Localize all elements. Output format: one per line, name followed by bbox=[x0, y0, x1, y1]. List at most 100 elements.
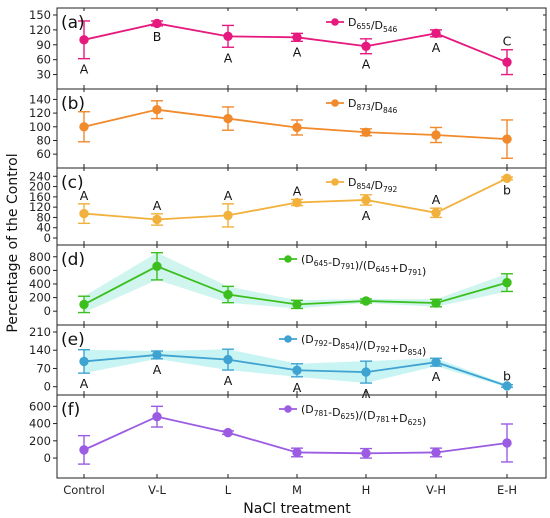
legend-entry: D655/D546 bbox=[348, 16, 398, 34]
x-tick-label: M bbox=[292, 483, 302, 497]
y-tick-label: 200 bbox=[29, 291, 51, 305]
y-tick-label: 0 bbox=[44, 231, 51, 245]
data-point bbox=[292, 299, 302, 310]
x-axis-title: NaCl treatment bbox=[243, 501, 351, 517]
data-point bbox=[431, 208, 441, 218]
panel-label: (e) bbox=[61, 330, 85, 350]
data-point bbox=[79, 208, 89, 219]
panel-4: 0 70 140 210 A A A A A A b (e) (D792-D854)/(D792+D85… bbox=[29, 324, 547, 401]
y-tick-label: 600 bbox=[29, 263, 51, 277]
y-tick-label: 140 bbox=[29, 92, 51, 106]
y-tick-label: 210 bbox=[29, 325, 51, 339]
y-tick-label: 150 bbox=[29, 8, 51, 22]
data-point bbox=[223, 113, 233, 124]
y-tick-label: 70 bbox=[36, 361, 51, 375]
legend-entry: D854/D792 bbox=[348, 176, 398, 194]
x-tick-label: V-H bbox=[426, 483, 446, 497]
data-point bbox=[361, 127, 371, 137]
y-tick-label: 120 bbox=[29, 106, 51, 120]
data-point bbox=[292, 122, 302, 133]
significance-letter: A bbox=[362, 208, 371, 223]
legend-marker bbox=[284, 255, 292, 263]
significance-letter: A bbox=[80, 62, 89, 77]
x-tick-label: E-H bbox=[497, 483, 517, 497]
y-tick-label: 200 bbox=[29, 434, 51, 448]
significance-letter: A bbox=[224, 373, 233, 388]
panel-5: 0 200 400 600 (f) (D781-D625)/(D781+D625) bbox=[29, 394, 547, 479]
panel-frame bbox=[56, 167, 547, 246]
data-point bbox=[223, 427, 233, 438]
panel-label: (f) bbox=[61, 400, 80, 420]
data-point bbox=[361, 195, 371, 205]
y-tick-label: 0 bbox=[44, 451, 51, 465]
data-point bbox=[431, 130, 441, 140]
significance-letter: A bbox=[224, 188, 233, 203]
y-tick-label: 0 bbox=[44, 380, 51, 394]
significance-letter: A bbox=[293, 44, 302, 59]
data-point bbox=[361, 448, 371, 459]
y-tick-label: 200 bbox=[29, 180, 51, 194]
data-point bbox=[79, 35, 89, 45]
significance-letter: A bbox=[153, 198, 162, 213]
legend-marker bbox=[331, 99, 339, 107]
significance-letter: A bbox=[362, 386, 371, 401]
significance-letter: A bbox=[293, 380, 302, 395]
data-point bbox=[152, 104, 162, 115]
significance-letter: A bbox=[80, 376, 89, 391]
y-tick-label: 80 bbox=[36, 133, 51, 147]
x-tick-label: Control bbox=[63, 483, 105, 497]
panel-label: (b) bbox=[61, 94, 85, 114]
legend-entry: (D781-D625)/(D781+D625) bbox=[301, 403, 426, 428]
y-tick-label: 90 bbox=[36, 38, 51, 52]
data-point bbox=[152, 18, 162, 29]
data-point bbox=[431, 447, 441, 458]
y-tick-label: 140 bbox=[29, 343, 51, 357]
x-tick-label: L bbox=[225, 483, 232, 497]
data-point bbox=[502, 173, 512, 184]
y-tick-label: 100 bbox=[29, 120, 51, 134]
significance-letter: A bbox=[432, 369, 441, 384]
data-point bbox=[292, 447, 302, 458]
data-point bbox=[223, 210, 233, 221]
y-axis-title: Percentage of the Control bbox=[5, 153, 21, 332]
significance-letter: A bbox=[224, 50, 233, 65]
y-tick-label: 800 bbox=[29, 250, 51, 264]
significance-letter: A bbox=[80, 188, 89, 203]
data-point bbox=[223, 354, 233, 365]
significance-letter: b bbox=[503, 183, 511, 198]
y-tick-label: 60 bbox=[36, 53, 51, 67]
significance-letter: A bbox=[432, 40, 441, 55]
y-tick-label: 400 bbox=[29, 277, 51, 291]
y-tick-label: 0 bbox=[44, 304, 51, 318]
data-point bbox=[152, 411, 162, 422]
data-point bbox=[292, 32, 302, 43]
panel-label: (a) bbox=[61, 13, 85, 33]
y-tick-label: 400 bbox=[29, 417, 51, 431]
significance-letter: A bbox=[153, 362, 162, 377]
data-point bbox=[223, 31, 233, 42]
panel-frame bbox=[56, 394, 547, 479]
data-point bbox=[292, 365, 302, 375]
legend-marker bbox=[331, 18, 339, 26]
legend-marker bbox=[284, 405, 292, 413]
y-tick-label: 120 bbox=[29, 200, 51, 214]
data-point bbox=[361, 367, 371, 377]
significance-letter: A bbox=[362, 57, 371, 72]
data-point bbox=[152, 214, 162, 225]
data-point bbox=[502, 381, 512, 391]
legend-entry: (D645-D791)/(D645+D791) bbox=[301, 253, 426, 278]
data-point bbox=[431, 298, 441, 308]
y-tick-label: 30 bbox=[36, 68, 51, 82]
y-tick-label: 60 bbox=[36, 147, 51, 161]
data-point bbox=[431, 28, 441, 39]
data-point bbox=[79, 122, 89, 132]
data-point bbox=[502, 57, 512, 67]
panel-label: (d) bbox=[61, 250, 85, 270]
y-tick-label: 240 bbox=[29, 169, 51, 183]
legend-marker bbox=[284, 335, 292, 343]
legend-entry: D873/D846 bbox=[348, 97, 398, 115]
